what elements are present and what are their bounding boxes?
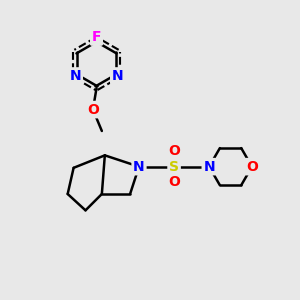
Text: O: O bbox=[87, 103, 99, 117]
Text: O: O bbox=[246, 160, 258, 174]
Text: F: F bbox=[92, 30, 101, 44]
Text: N: N bbox=[70, 69, 81, 83]
Text: N: N bbox=[112, 69, 123, 83]
Text: O: O bbox=[168, 175, 180, 189]
Text: S: S bbox=[169, 160, 179, 174]
Text: N: N bbox=[203, 160, 215, 174]
Text: N: N bbox=[133, 160, 145, 174]
Text: O: O bbox=[168, 144, 180, 158]
